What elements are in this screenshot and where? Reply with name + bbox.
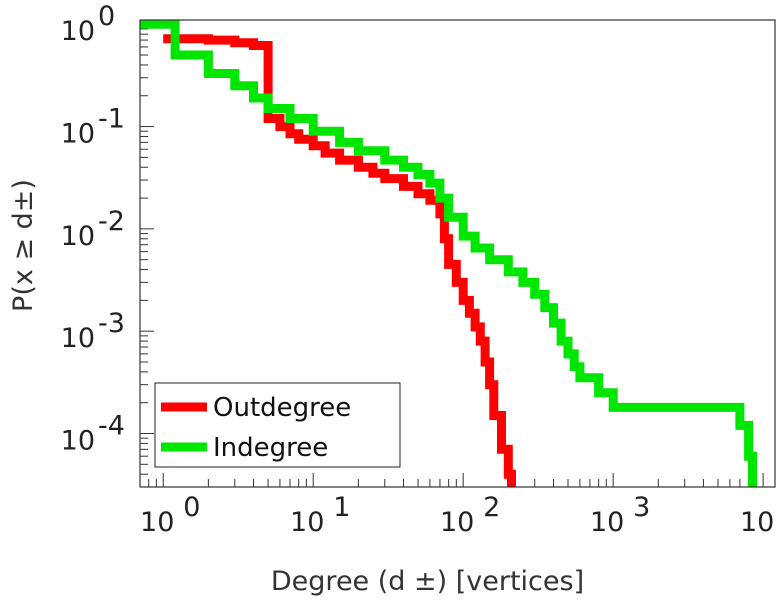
y-tick-base: 10 [61,16,95,47]
legend-label: Outdegree [213,393,351,423]
x-tick-exp: 3 [633,492,650,523]
y-tick-label: 10 -3 [61,308,125,354]
x-tick-label: 10 1 [290,492,350,538]
x-tick-exp: 1 [333,492,350,523]
x-tick-base: 10 [740,507,774,538]
y-tick-label: 10 -1 [61,104,125,150]
y-tick-label: 10 -4 [61,411,125,457]
x-tick-label: 10 2 [440,492,500,538]
y-tick-exp: -4 [98,411,125,442]
y-tick-exp: -2 [98,206,125,237]
series-line-indegree [140,19,757,487]
x-tick-label: 104 [740,507,774,538]
legend-box [154,382,401,468]
legend-label: Indegree [213,433,328,463]
y-tick-exp: -3 [98,308,125,339]
y-tick-base: 10 [61,323,95,354]
x-tick-label: 10 3 [590,492,650,538]
x-tick-base: 10 [290,507,324,538]
y-tick-label: 10 -2 [61,206,125,252]
y-tick-exp: 0 [98,1,115,32]
x-tick-base: 10 [590,507,624,538]
y-tick-base: 10 [61,119,95,150]
y-axis-title: P(x ≥ d±) [8,179,39,312]
series-line-outdegree [163,34,516,487]
x-axis-title: Degree (d ±) [vertices] [271,566,584,597]
y-tick-label: 10 0 [61,1,116,47]
y-tick-base: 10 [61,221,95,252]
x-tick-exp: 0 [183,492,200,523]
y-tick-exp: -1 [98,104,125,135]
legend: Outdegree Indegree [154,382,401,468]
x-tick-labels: 10 0 10 1 10 2 10 3 104 [140,492,774,538]
axes-box [139,19,776,488]
x-tick-label: 10 0 [140,492,200,538]
series-layer [140,19,757,487]
x-tick-exp: 2 [483,492,500,523]
x-tick-base: 10 [140,507,174,538]
x-tick-base: 10 [440,507,474,538]
y-tick-base: 10 [61,426,95,457]
